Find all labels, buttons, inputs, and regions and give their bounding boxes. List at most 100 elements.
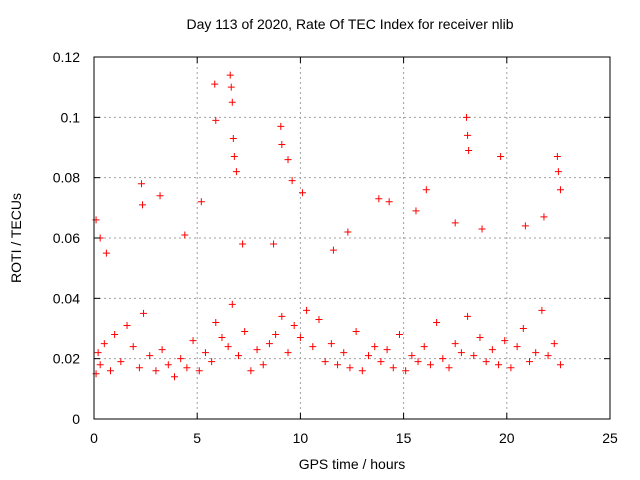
data-point xyxy=(277,122,285,130)
data-point xyxy=(433,318,441,326)
data-point xyxy=(272,331,280,339)
data-point xyxy=(152,367,160,375)
data-point xyxy=(156,192,164,200)
data-point xyxy=(464,131,472,139)
data-point xyxy=(414,358,422,366)
y-tick-label: 0.02 xyxy=(53,351,80,367)
data-point xyxy=(296,334,304,342)
data-point xyxy=(470,352,478,360)
data-point xyxy=(228,98,236,106)
data-point xyxy=(239,240,247,248)
data-point xyxy=(340,349,348,357)
data-point xyxy=(111,331,119,339)
data-point xyxy=(521,222,529,230)
data-point xyxy=(532,349,540,357)
data-point xyxy=(375,195,383,203)
data-point xyxy=(488,346,496,354)
data-point xyxy=(439,355,447,363)
data-point xyxy=(395,331,403,339)
data-point xyxy=(164,361,172,369)
data-point xyxy=(189,337,197,345)
data-point xyxy=(464,312,472,320)
data-point xyxy=(346,364,354,372)
x-tick-label: 10 xyxy=(293,430,309,446)
y-tick-label: 0 xyxy=(72,411,80,427)
data-point xyxy=(139,201,147,209)
data-point xyxy=(334,361,342,369)
data-point xyxy=(197,198,205,206)
data-point xyxy=(315,315,323,323)
x-tick-label: 25 xyxy=(602,430,618,446)
data-point xyxy=(377,358,385,366)
x-axis-label: GPS time / hours xyxy=(298,456,406,472)
data-point xyxy=(540,213,548,221)
x-tick-label: 5 xyxy=(193,430,201,446)
data-point xyxy=(224,343,232,351)
data-point xyxy=(445,364,453,372)
scatter-series xyxy=(92,71,564,381)
data-point xyxy=(402,367,410,375)
data-point xyxy=(451,340,459,348)
data-point xyxy=(358,367,366,375)
data-point xyxy=(229,134,237,142)
data-point xyxy=(195,367,203,375)
x-tick-label: 20 xyxy=(499,430,515,446)
data-point xyxy=(298,189,306,197)
data-point xyxy=(129,343,137,351)
data-point xyxy=(284,349,292,357)
data-point xyxy=(478,225,486,233)
data-point xyxy=(247,367,255,375)
data-point xyxy=(100,340,108,348)
data-point xyxy=(344,228,352,236)
data-point xyxy=(457,349,465,357)
data-point xyxy=(140,309,148,317)
y-axis-label: ROTI / TECUs xyxy=(8,193,24,283)
data-point xyxy=(137,180,145,188)
data-point xyxy=(482,358,490,366)
data-point xyxy=(526,358,534,366)
data-point xyxy=(218,334,226,342)
data-point xyxy=(463,113,471,121)
data-point xyxy=(465,147,473,155)
data-point xyxy=(158,346,166,354)
data-point xyxy=(389,364,397,372)
y-tick-label: 0.06 xyxy=(53,230,80,246)
data-point xyxy=(538,306,546,314)
data-point xyxy=(383,346,391,354)
data-point xyxy=(208,358,216,366)
data-point xyxy=(146,352,154,360)
data-point xyxy=(513,343,521,351)
data-point xyxy=(284,156,292,164)
data-point xyxy=(170,373,178,381)
data-point xyxy=(556,186,564,194)
data-point xyxy=(385,198,393,206)
data-point xyxy=(412,207,420,215)
data-point xyxy=(107,367,115,375)
data-point xyxy=(259,361,267,369)
data-point xyxy=(327,340,335,348)
data-point xyxy=(96,361,104,369)
data-point xyxy=(234,352,242,360)
data-point xyxy=(495,361,503,369)
data-point xyxy=(497,153,505,161)
data-point xyxy=(451,219,459,227)
data-point xyxy=(135,364,143,372)
data-point xyxy=(253,346,261,354)
x-tick-label: 15 xyxy=(396,430,412,446)
data-point xyxy=(290,321,298,329)
data-point xyxy=(232,168,240,176)
axis-ticks: 0 5 10 15 20 25 0 0.02 0.04 0.06 0.08 0.1 0.12 xyxy=(53,49,618,446)
y-tick-label: 0.08 xyxy=(53,170,80,186)
data-point xyxy=(94,349,102,357)
data-point xyxy=(181,231,189,239)
data-point xyxy=(270,240,278,248)
data-point xyxy=(371,343,379,351)
data-point xyxy=(226,71,234,79)
data-point xyxy=(554,168,562,176)
data-point xyxy=(556,361,564,369)
data-point xyxy=(408,352,416,360)
data-point xyxy=(422,186,430,194)
data-point xyxy=(123,321,131,329)
data-point xyxy=(309,343,317,351)
